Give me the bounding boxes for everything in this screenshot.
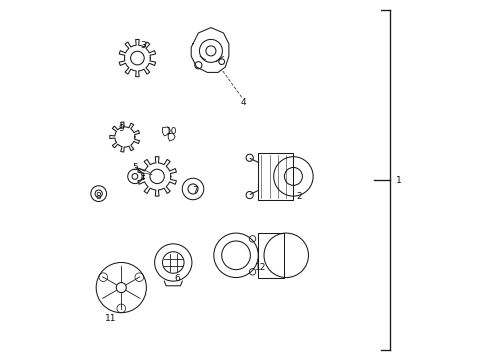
Text: 6: 6 [174,274,180,283]
Text: 11: 11 [105,314,116,323]
Text: 9: 9 [119,123,124,132]
Text: 2: 2 [296,192,302,201]
Text: 7: 7 [192,186,197,195]
Bar [258,153,294,200]
Bar [258,233,285,278]
Text: 8: 8 [95,192,101,201]
Text: 4: 4 [241,98,246,107]
Text: 5: 5 [133,163,139,172]
Text: 10: 10 [166,127,177,136]
Text: 1: 1 [396,176,402,185]
Text: 12: 12 [255,264,267,273]
Text: 3: 3 [140,41,146,50]
